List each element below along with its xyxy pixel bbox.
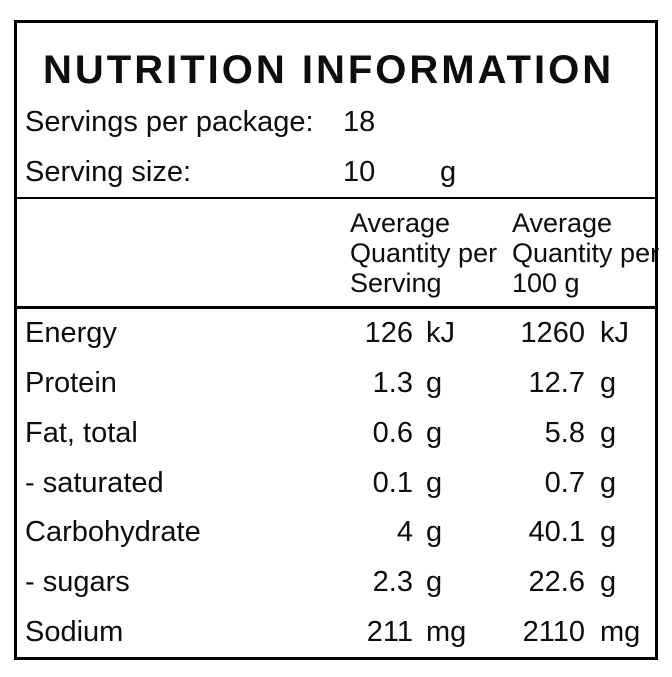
per-100g-unit: g (600, 367, 617, 400)
serving-value: 4 (396, 516, 413, 549)
per-100g-value: 2110 (522, 615, 585, 648)
divider-above-headers (17, 197, 655, 199)
table-row-carbohydrate: Carbohydrate 4 g 40.1 g (17, 508, 655, 558)
serving-value: 126 (364, 317, 413, 350)
serving-unit: mg (426, 615, 467, 648)
serving-size-unit: g (440, 155, 457, 188)
servings-per-package-value: 18 (343, 105, 376, 138)
serving-size-label: Serving size: (25, 155, 192, 188)
nutrient-rows: Energy 126 kJ 1260 kJ Protein 1.3 g 12.7… (17, 309, 655, 657)
per-serving-header-line2: Quantity per (350, 238, 498, 268)
serving-unit: kJ (426, 317, 455, 350)
nutrient-label: - saturated (25, 466, 164, 499)
nutrient-label: - sugars (25, 565, 130, 598)
per-100g-unit: mg (600, 615, 641, 648)
serving-unit: g (426, 416, 443, 449)
table-row-energy: Energy 126 kJ 1260 kJ (17, 309, 655, 359)
per-100g-value: 1260 (520, 317, 585, 350)
per-100g-header-line3: 100 g (512, 268, 580, 298)
per-100g-header-line2: Quantity per (512, 238, 660, 268)
serving-unit: g (426, 516, 443, 549)
serving-value: 211 (366, 615, 413, 648)
per-100g-value: 40.1 (528, 516, 585, 549)
header-spacer (17, 208, 328, 306)
table-row-fat-total: Fat, total 0.6 g 5.8 g (17, 408, 655, 458)
serving-size-row: Serving size: 10 g (17, 147, 655, 197)
per-serving-column-header: Average Quantity per Serving (328, 208, 512, 306)
serving-unit: g (426, 565, 443, 598)
serving-value: 2.3 (372, 565, 413, 598)
per-serving-header-line1: Average (350, 208, 451, 238)
panel-title: NUTRITION INFORMATION (43, 48, 615, 92)
nutrient-label: Protein (25, 367, 117, 400)
per-100g-unit: kJ (600, 317, 629, 350)
per-100g-value: 5.8 (544, 416, 585, 449)
per-100g-header-line1: Average (512, 208, 613, 238)
per-100g-value: 22.6 (528, 565, 585, 598)
table-row-sodium: Sodium 211 mg 2110 mg (17, 607, 655, 657)
table-row-saturated-fat: - saturated 0.1 g 0.7 g (17, 458, 655, 508)
per-100g-value: 0.7 (544, 466, 585, 499)
nutrition-information-panel: NUTRITION INFORMATION Servings per packa… (14, 20, 660, 660)
per-100g-unit: g (600, 466, 617, 499)
serving-value: 1.3 (372, 367, 413, 400)
per-100g-column-header: Average Quantity per 100 g (512, 208, 660, 306)
serving-unit: g (426, 367, 443, 400)
per-100g-value: 12.7 (528, 367, 585, 400)
nutrient-label: Energy (25, 317, 117, 350)
divider-below-headers (17, 306, 655, 309)
column-header-row: Average Quantity per Serving Average Qua… (17, 199, 660, 306)
serving-value: 0.1 (372, 466, 413, 499)
servings-per-package-label: Servings per package: (25, 105, 314, 138)
per-serving-header-line3: Serving (350, 268, 442, 298)
per-100g-unit: g (600, 516, 617, 549)
serving-value: 0.6 (372, 416, 413, 449)
serving-size-value: 10 (343, 155, 376, 188)
table-row-sugars: - sugars 2.3 g 22.6 g (17, 558, 655, 608)
servings-per-package-row: Servings per package: 18 (17, 97, 655, 147)
table-row-protein: Protein 1.3 g 12.7 g (17, 359, 655, 409)
nutrient-label: Sodium (25, 615, 124, 648)
serving-unit: g (426, 466, 443, 499)
nutrient-label: Fat, total (25, 416, 138, 449)
per-100g-unit: g (600, 416, 617, 449)
nutrient-label: Carbohydrate (25, 516, 201, 549)
per-100g-unit: g (600, 565, 617, 598)
